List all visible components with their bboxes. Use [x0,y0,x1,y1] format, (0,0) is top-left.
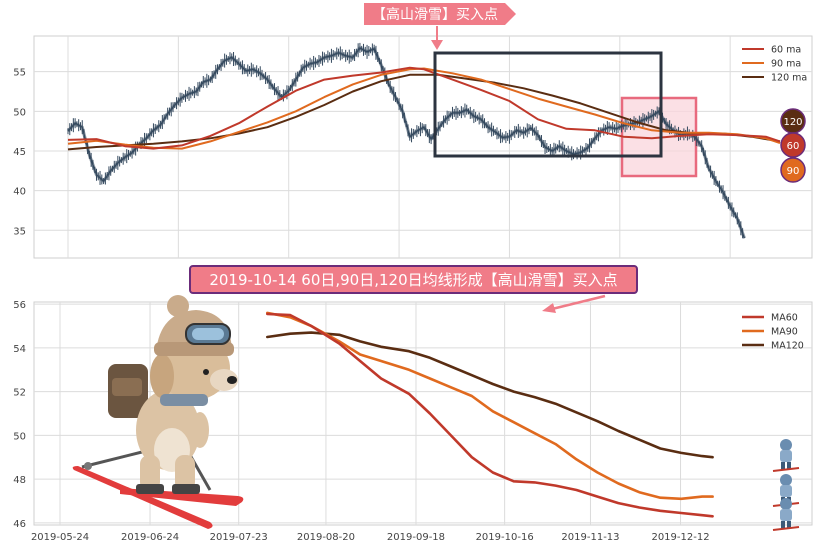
legend-label-120ma: 120 ma [771,73,807,84]
legend-label-MA90: MA90 [771,327,798,338]
bottom-x-tick-label: 2019-10-16 [476,532,534,543]
bottom-x-tick-label: 2019-05-24 [31,532,89,543]
legend-label-MA60: MA60 [771,313,798,324]
highlight-box-dark [433,51,663,158]
badge-120: 120 [780,108,806,134]
skiing-dog-icon [72,295,244,529]
badge-120-label: 120 [783,117,802,128]
bottom-y-tick-label: 54 [13,344,26,355]
mid-banner: 2019-10-14 60日,90日,120日均线形成【高山滑雪】买入点 [189,265,638,313]
bottom-series-MA120 [266,331,714,459]
top-y-tick-label: 55 [13,68,26,79]
bottom-x-tick-label: 2019-11-13 [561,532,619,543]
mid-banner-text: 2019-10-14 60日,90日,120日均线形成【高山滑雪】买入点 [209,271,617,289]
top-y-tick-label: 50 [13,107,26,118]
bottom-x-tick-label: 2019-06-24 [121,532,179,543]
bottom-y-tick-label: 52 [13,388,26,399]
top-chart: 35 40 45 50 55 60 ma 90 ma 120 ma 120 60 [13,35,813,259]
bottom-y-tick-label: 50 [13,431,26,442]
pointer-arrow-icon [542,294,606,313]
top-y-tick-label: 40 [13,187,26,198]
bottom-series-MA90 [266,311,714,501]
down-arrow-icon [431,26,443,50]
bottom-x-ticks: 2019-05-24 2019-06-24 2019-07-23 2019-08-20… [31,532,710,543]
bottom-grid [34,302,812,525]
skier-figure-icon [772,498,800,531]
badge-90: 90 [780,157,806,183]
legend-label-90ma: 90 ma [771,59,801,70]
top-y-ticks: 35 40 45 50 55 [13,68,26,238]
ma-badges: 120 60 90 [780,108,806,183]
bottom-x-tick-label: 2019-12-12 [651,532,709,543]
badge-60: 60 [780,132,806,158]
bottom-y-tick-label: 48 [13,475,26,486]
bottom-y-ticks: 46 48 50 52 54 56 [13,300,26,530]
skier-figure-icon [772,439,800,472]
badge-90-label: 90 [787,166,800,177]
top-legend: 60 ma 90 ma 120 ma [742,45,807,84]
legend-label-60ma: 60 ma [771,45,801,56]
top-series [66,42,781,239]
bottom-chart: 46 48 50 52 54 56 2019-05-24 2019-06-24 2019-07… [13,300,813,543]
top-banner: 【高山滑雪】买入点 [364,3,516,50]
top-banner-text: 【高山滑雪】买入点 [372,6,498,23]
top-y-tick-label: 35 [13,226,26,237]
bottom-x-tick-label: 2019-08-20 [297,532,355,543]
bottom-x-tick-label: 2019-07-23 [210,532,268,543]
top-y-tick-label: 45 [13,147,26,158]
top-grid [34,36,812,258]
legend-label-MA120: MA120 [771,341,804,352]
top-series-60-ma [67,66,781,150]
top-banner-shape [364,3,516,25]
bottom-y-tick-label: 56 [13,300,26,311]
bottom-series-MA60 [266,312,714,518]
badge-60-label: 60 [787,141,800,152]
bottom-legend: MA60 MA90 MA120 [742,313,804,352]
bottom-x-tick-label: 2019-09-18 [387,532,445,543]
bottom-series [266,311,714,518]
mid-banner-shape [189,265,638,294]
bottom-y-tick-label: 46 [13,519,26,530]
